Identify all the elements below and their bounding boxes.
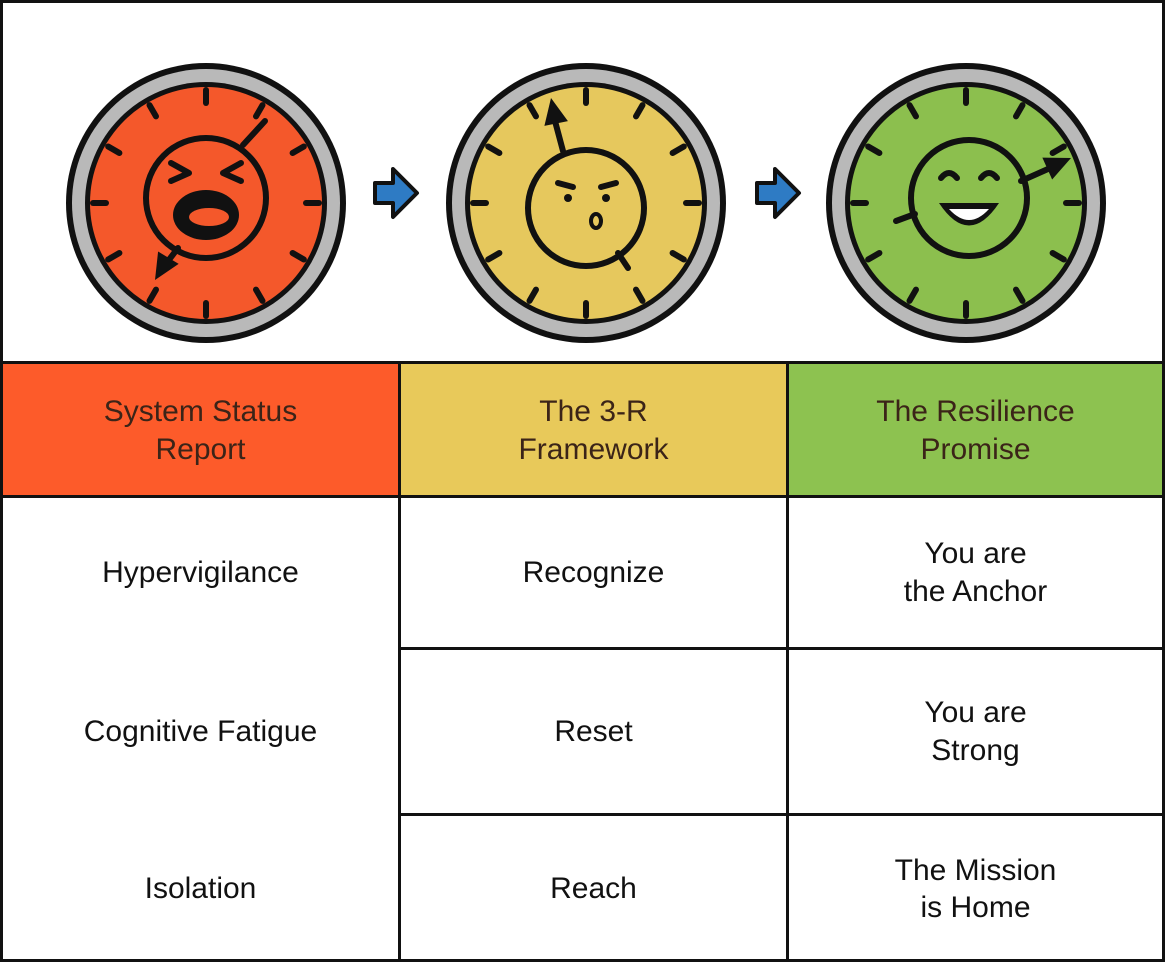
flow-arrow — [373, 167, 419, 219]
gauge-tick — [146, 286, 159, 304]
gauge-tick — [865, 250, 883, 263]
gauge-tick — [253, 286, 266, 304]
divider — [401, 813, 1162, 816]
needle — [893, 211, 918, 224]
eye — [220, 160, 244, 184]
gauge-tick — [633, 286, 646, 304]
mouth — [589, 212, 603, 230]
gauge-tick — [1013, 102, 1026, 120]
needle — [615, 250, 631, 271]
gauge-tick — [105, 250, 123, 263]
needle — [240, 118, 268, 148]
needle-head — [544, 98, 568, 126]
eye — [598, 180, 619, 190]
needle-head — [1042, 157, 1071, 180]
gauge-tick — [289, 250, 307, 263]
face — [908, 137, 1030, 259]
eye — [564, 194, 572, 202]
status-cell: Cognitive Fatigue — [83, 714, 318, 748]
divider — [398, 364, 401, 962]
mouth-inner — [189, 208, 229, 226]
gauge-tick — [289, 143, 307, 156]
status-cell: Hypervigilance — [102, 555, 299, 589]
framework-cell: Recognize — [522, 555, 665, 589]
promise-cell: You are the Anchor — [903, 537, 1048, 608]
gauge-tick — [669, 143, 687, 156]
gauge-tick — [633, 102, 646, 120]
promise-cell: You are Strong — [924, 696, 1027, 767]
face — [525, 147, 647, 269]
divider — [401, 647, 1162, 650]
eye — [555, 180, 576, 190]
framework-cell: Reset — [554, 714, 633, 748]
gauge-tick — [105, 143, 123, 156]
gauge-tick — [146, 102, 159, 120]
gauge-tick — [906, 286, 919, 304]
divider — [786, 364, 789, 962]
eye — [978, 170, 1000, 181]
eye — [938, 170, 960, 181]
gauge-tick — [1049, 250, 1067, 263]
promise-cell: The Mission is Home — [894, 853, 1057, 925]
header-cell: The 3-R Framework — [401, 364, 786, 497]
header-cell: System Status Report — [3, 364, 398, 497]
gauge-tick — [1049, 143, 1067, 156]
needle — [552, 118, 566, 154]
gauge-tick — [1013, 286, 1026, 304]
divider — [3, 495, 1162, 498]
gauge-face — [470, 87, 702, 319]
face — [143, 135, 269, 261]
flow-arrow — [755, 167, 801, 219]
gauge-tick — [906, 102, 919, 120]
gauge-tick — [865, 143, 883, 156]
gauge-tick — [253, 102, 266, 120]
gauge-tick — [526, 286, 539, 304]
status-cell: Isolation — [144, 872, 257, 906]
gauge-tick — [485, 143, 503, 156]
mouth-inner — [949, 209, 989, 220]
needle — [1018, 166, 1051, 184]
gauge-tick — [526, 102, 539, 120]
divider — [3, 361, 1162, 364]
header-cell: The Resilience Promise — [789, 364, 1162, 497]
eye — [168, 160, 192, 184]
needle-head — [155, 251, 179, 280]
gauge-panel — [66, 63, 1106, 343]
gauge-tick — [669, 250, 687, 263]
gauge-tick — [485, 250, 503, 263]
framework-cell: Reach — [550, 872, 637, 906]
eye — [602, 194, 610, 202]
